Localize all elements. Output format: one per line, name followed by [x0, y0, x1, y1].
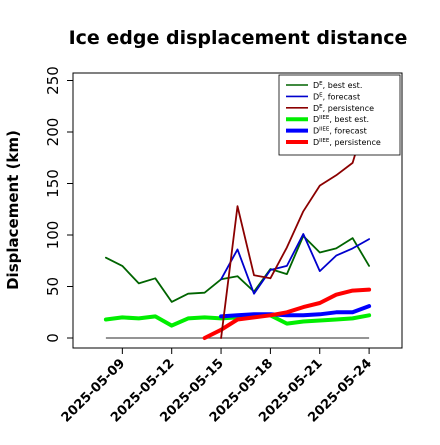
y-tick-label: 0: [44, 333, 62, 343]
series-line-d-iiee-forecast: [219, 304, 372, 319]
y-tick-label: 200: [44, 118, 62, 147]
legend-entry: DIIEE, forecast: [313, 127, 367, 136]
series-line-d-e-persistence: [220, 107, 371, 339]
legend-entry: DIIEE, best est.: [313, 115, 369, 124]
legend-entry: DIIEE, persistence: [313, 138, 381, 147]
y-tick-label: 50: [44, 277, 62, 296]
chart-title: Ice edge displacement distance: [69, 27, 408, 49]
y-tick-label: 100: [44, 221, 62, 250]
legend-entry: DE, best est.: [313, 81, 362, 90]
y-tick-label: 250: [44, 66, 62, 95]
legend-entry: DE, persistence: [313, 104, 374, 113]
y-axis-label: Displacement (km): [4, 130, 22, 290]
y-tick-label: 150: [44, 169, 62, 198]
series-line-d-e-best-est: [105, 235, 371, 303]
plot-frame: [72, 72, 403, 349]
series-line-d-iiee-persistence: [202, 287, 372, 340]
series-line-d-e-forecast: [220, 233, 371, 295]
series-line-d-iiee-best-est: [103, 313, 372, 328]
legend: DE, best est. DE, forecast DE, persistence…: [278, 74, 401, 156]
series-lines: [103, 107, 372, 340]
legend-entry: DE, forecast: [313, 92, 360, 101]
